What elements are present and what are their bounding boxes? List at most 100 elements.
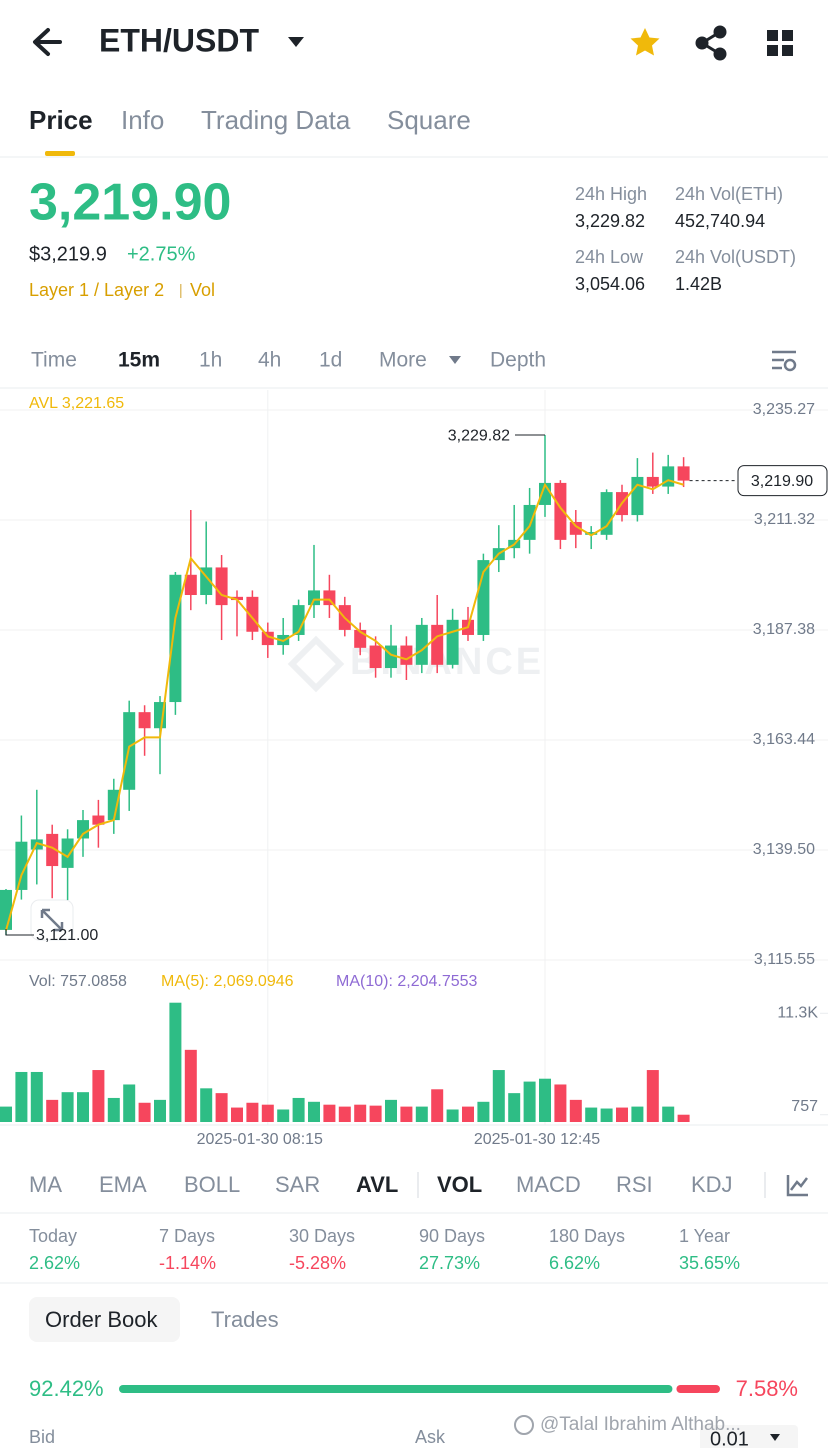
- y-tick-label: 3,211.32: [754, 511, 815, 528]
- stat-label: 24h High: [575, 184, 647, 204]
- volume-bar: [523, 1081, 536, 1122]
- stat-value: 452,740.94: [675, 211, 765, 231]
- share-button[interactable]: [695, 25, 727, 61]
- last-price-box: [737, 465, 828, 497]
- ask-percent: 7.58%: [736, 1376, 798, 1401]
- volume-bar: [246, 1102, 259, 1122]
- candle-body: [569, 521, 582, 535]
- interval[interactable]: More: [379, 349, 427, 372]
- order-book-tab-bg[interactable]: [29, 1297, 180, 1342]
- tab[interactable]: Square: [387, 105, 471, 135]
- interval[interactable]: 1d: [319, 349, 342, 372]
- volume-bar: [446, 1109, 459, 1122]
- book-tab[interactable]: Trades: [211, 1307, 279, 1332]
- menu-grid[interactable]: [767, 30, 793, 56]
- volume-bar: [231, 1107, 243, 1122]
- precision-select[interactable]: [700, 1425, 798, 1448]
- period-label: 1 Year: [679, 1226, 730, 1246]
- candle-body: [231, 596, 243, 601]
- volume-bar: [600, 1108, 613, 1122]
- chart-settings[interactable]: [772, 350, 797, 372]
- period-label: 180 Days: [549, 1226, 625, 1246]
- avl-line: [5, 479, 684, 931]
- volume-bar: [15, 1071, 28, 1122]
- volume-bar: [539, 1078, 551, 1122]
- book-tab[interactable]: Order Book: [45, 1307, 158, 1332]
- indicator[interactable]: MACD: [516, 1172, 581, 1197]
- period-value: 2.62%: [29, 1253, 80, 1273]
- candle-body: [15, 841, 28, 890]
- volume-bar: [154, 1099, 166, 1122]
- pair-dropdown[interactable]: [288, 37, 304, 47]
- precision[interactable]: 0.01: [710, 1428, 749, 1448]
- indicator[interactable]: RSI: [616, 1172, 653, 1197]
- watermark-logo: [287, 635, 345, 693]
- stat-label: 24h Low: [575, 247, 644, 267]
- x-tick-label: 2025-01-30 12:45: [474, 1131, 600, 1148]
- back-button[interactable]: [33, 28, 62, 56]
- indicator-settings[interactable]: [786, 1175, 808, 1197]
- tab-indicator: [45, 151, 75, 156]
- indicator[interactable]: MA: [29, 1172, 62, 1197]
- volume-bar: [462, 1106, 474, 1122]
- bid-percent: 92.42%: [29, 1376, 104, 1401]
- indicator[interactable]: SAR: [275, 1172, 320, 1197]
- interval[interactable]: 1h: [199, 349, 222, 372]
- interval[interactable]: Time: [31, 349, 77, 372]
- indicator[interactable]: VOL: [437, 1172, 482, 1197]
- period-label: 90 Days: [419, 1226, 485, 1246]
- price-change: +2.75%: [127, 243, 196, 265]
- indicator[interactable]: AVL: [356, 1172, 398, 1197]
- candle-body: [431, 624, 444, 665]
- pair-title[interactable]: ETH/USDT: [99, 22, 259, 58]
- y-tick-label: 3,235.27: [753, 401, 815, 418]
- favorite-star[interactable]: [630, 28, 660, 56]
- volume-bar: [107, 1097, 120, 1122]
- tab[interactable]: Info: [121, 105, 164, 135]
- precision-dropdown: [770, 1434, 780, 1441]
- volume-bar: [0, 1106, 12, 1122]
- interval[interactable]: 15m: [118, 349, 160, 372]
- period-label: 7 Days: [159, 1226, 215, 1246]
- bid-label: Bid: [29, 1427, 55, 1447]
- indicator[interactable]: EMA: [99, 1172, 147, 1197]
- candle-body: [600, 492, 613, 535]
- volume-bar: [338, 1106, 351, 1122]
- watermark-user: @Talal Ibrahim Althab...: [540, 1414, 741, 1435]
- volume-bar: [323, 1104, 336, 1122]
- candle-body: [46, 833, 59, 867]
- candle-body: [77, 820, 89, 839]
- tab[interactable]: Price: [29, 105, 93, 135]
- tag-separator: [180, 284, 182, 298]
- tab[interactable]: Trading Data: [201, 105, 351, 135]
- period-value: 27.73%: [419, 1253, 480, 1273]
- volume-bar: [569, 1099, 582, 1122]
- volume-bar: [215, 1093, 228, 1122]
- volume-bar: [308, 1101, 320, 1122]
- tag[interactable]: Layer 1 / Layer 2: [29, 280, 164, 300]
- interval[interactable]: 4h: [258, 349, 281, 372]
- more-dropdown[interactable]: [449, 356, 461, 364]
- candle-body: [646, 476, 659, 487]
- volume-bar: [616, 1107, 628, 1122]
- candle-body: [169, 574, 182, 703]
- stat-value: 3,229.82: [575, 211, 645, 231]
- interval[interactable]: Depth: [490, 349, 546, 372]
- last-price-label: 3,219.90: [751, 473, 813, 490]
- candle-body: [677, 466, 690, 481]
- volume-bar: [46, 1099, 59, 1122]
- volume-bar: [415, 1106, 428, 1122]
- candle-body: [308, 590, 320, 606]
- indicator[interactable]: BOLL: [184, 1172, 240, 1197]
- period-value: 6.62%: [549, 1253, 600, 1273]
- indicator[interactable]: KDJ: [691, 1172, 733, 1197]
- tag[interactable]: Vol: [190, 280, 215, 300]
- legend-entry: Vol: 757.0858: [29, 973, 127, 990]
- stat-label: 24h Vol(ETH): [675, 184, 783, 204]
- period-label: Today: [29, 1226, 77, 1246]
- candle-body: [631, 476, 644, 516]
- candle-body: [323, 590, 336, 606]
- ask-bar: [676, 1385, 720, 1393]
- volume-bar: [277, 1109, 290, 1122]
- stat-value: 1.42B: [675, 274, 722, 294]
